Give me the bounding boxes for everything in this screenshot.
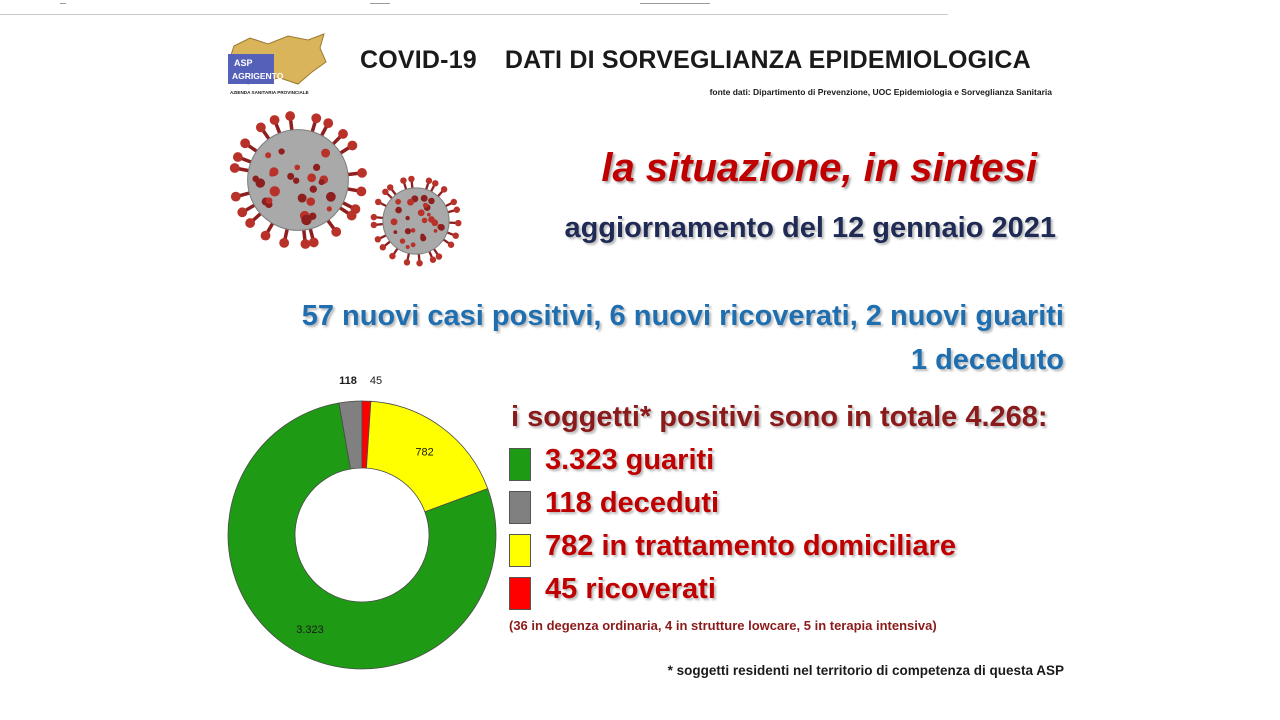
legend-swatch-deceduti — [509, 491, 531, 524]
headline: la situazione, in sintesi — [601, 146, 1037, 190]
page-title: COVID-19 DATI DI SORVEGLIANZA EPIDEMIOLOG… — [360, 46, 1031, 75]
data-label-ricoverati: 45 — [370, 375, 382, 387]
legend-swatch-ricoverati — [509, 577, 531, 610]
news-line-2: 1 deceduto — [910, 344, 1064, 376]
virus-small-icon — [370, 175, 462, 267]
data-label-guariti: 3.323 — [296, 624, 324, 636]
update-date: aggiornamento del 12 gennaio 2021 — [564, 212, 1056, 244]
legend-swatch-domiciliare — [509, 534, 531, 567]
slice-guariti — [227, 402, 497, 670]
title-surveillance: DATI DI SORVEGLIANZA EPIDEMIOLOGICA — [504, 46, 1031, 74]
logo-text-top: ASP — [234, 58, 253, 68]
legend-label-domiciliare: 782 in trattamento domiciliare — [545, 530, 956, 562]
data-label-in-trattamento-domiciliare: 782 — [415, 446, 433, 458]
data-label-deceduti: 118 — [339, 375, 357, 387]
data-source: fonte dati: Dipartimento di Prevenzione,… — [709, 87, 1052, 97]
legend-label-deceduti: 118 deceduti — [545, 487, 720, 519]
legend-label-ricoverati: 45 ricoverati — [545, 573, 716, 605]
news-summary: 57 nuovi casi positivi, 6 nuovi ricovera… — [302, 294, 1064, 382]
asp-logo: ASP AGRIGENTO AZIENDA SANITARIA PROVINCI… — [228, 32, 328, 98]
top-strip — [0, 0, 948, 15]
title-covid: COVID-19 — [360, 46, 477, 74]
logo-text-bottom: AGRIGENTO — [232, 71, 284, 81]
donut-chart: 118 45 782 3.323 — [227, 375, 497, 670]
news-line-1: 57 nuovi casi positivi, 6 nuovi ricovera… — [301, 300, 1064, 332]
logo-caption: AZIENDA SANITARIA PROVINCIALE — [230, 90, 309, 95]
legend-swatch-guariti — [509, 448, 531, 481]
total-positive: i soggetti* positivi sono in totale 4.26… — [511, 401, 1048, 433]
footnote: * soggetti residenti nel territorio di c… — [667, 663, 1064, 678]
virus-icon — [229, 111, 367, 249]
legend-label-guariti: 3.323 guariti — [545, 444, 715, 476]
hospitalized-detail: (36 in degenza ordinaria, 4 in strutture… — [509, 618, 937, 633]
